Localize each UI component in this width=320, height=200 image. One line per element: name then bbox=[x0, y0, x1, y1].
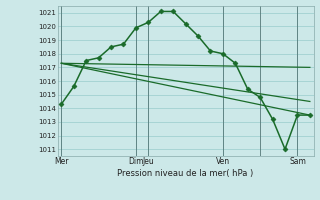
X-axis label: Pression niveau de la mer( hPa ): Pression niveau de la mer( hPa ) bbox=[117, 169, 254, 178]
